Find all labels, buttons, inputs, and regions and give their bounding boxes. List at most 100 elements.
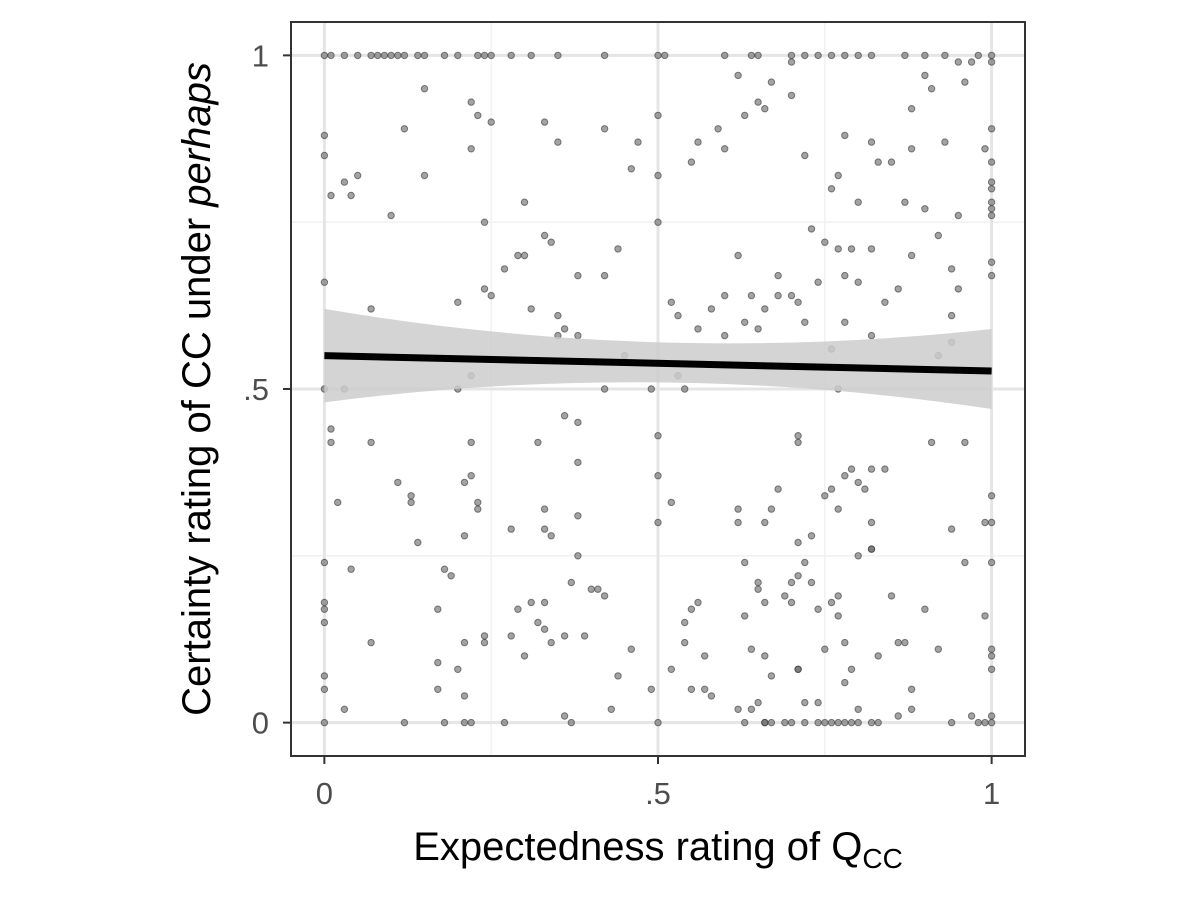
data-point bbox=[961, 438, 969, 447]
data-point bbox=[574, 552, 582, 560]
data-point bbox=[947, 525, 956, 533]
data-point bbox=[420, 171, 429, 180]
data-point bbox=[867, 138, 876, 146]
data-point bbox=[654, 432, 662, 440]
data-point bbox=[480, 51, 489, 60]
data-point bbox=[661, 51, 669, 60]
data-point bbox=[867, 545, 876, 553]
data-point bbox=[320, 598, 329, 607]
data-point bbox=[480, 285, 489, 293]
data-point bbox=[434, 605, 442, 613]
data-point bbox=[440, 718, 449, 727]
data-point bbox=[774, 485, 782, 493]
data-point bbox=[721, 331, 729, 340]
data-point bbox=[654, 51, 662, 60]
data-point bbox=[467, 718, 475, 727]
data-point bbox=[847, 245, 856, 253]
data-point bbox=[801, 698, 809, 707]
data-point bbox=[867, 718, 876, 727]
data-point bbox=[667, 498, 675, 507]
data-point bbox=[681, 618, 689, 627]
data-point bbox=[881, 465, 889, 473]
data-point bbox=[387, 51, 395, 60]
data-point bbox=[560, 325, 569, 333]
data-point bbox=[547, 532, 555, 540]
data-point bbox=[814, 51, 822, 60]
data-point bbox=[714, 125, 722, 133]
data-point bbox=[774, 291, 782, 300]
data-point bbox=[854, 278, 862, 286]
data-point bbox=[574, 331, 582, 340]
data-point bbox=[841, 472, 849, 480]
data-point bbox=[320, 685, 329, 693]
data-point bbox=[987, 258, 996, 266]
data-point bbox=[887, 592, 896, 600]
data-point bbox=[987, 198, 996, 206]
data-point bbox=[807, 578, 816, 587]
data-point bbox=[454, 51, 462, 60]
confidence-band bbox=[324, 308, 992, 410]
data-point bbox=[540, 118, 549, 126]
data-point bbox=[480, 638, 489, 647]
data-point bbox=[981, 718, 989, 727]
data-point bbox=[527, 305, 535, 313]
data-point bbox=[841, 131, 849, 140]
data-point bbox=[414, 51, 422, 60]
data-point bbox=[500, 265, 509, 273]
data-point bbox=[347, 565, 355, 573]
data-point bbox=[347, 191, 355, 200]
data-point bbox=[907, 105, 916, 113]
data-point bbox=[407, 498, 415, 507]
data-point bbox=[987, 178, 996, 186]
x-axis-title-text: Expectedness rating of Q bbox=[413, 825, 862, 869]
data-point bbox=[400, 125, 409, 133]
data-point bbox=[367, 438, 375, 447]
data-point bbox=[487, 291, 495, 300]
data-point bbox=[594, 585, 602, 593]
data-point bbox=[787, 718, 796, 727]
y-axis-title-emphasis: perhaps bbox=[175, 62, 219, 208]
data-point bbox=[600, 592, 609, 600]
x-tick-label: 1 bbox=[983, 776, 1000, 811]
data-point bbox=[634, 138, 642, 146]
data-point bbox=[540, 598, 549, 607]
data-point bbox=[327, 438, 335, 447]
data-point bbox=[340, 51, 349, 60]
data-point bbox=[767, 718, 776, 727]
data-point bbox=[487, 118, 495, 126]
data-point bbox=[547, 238, 555, 246]
data-point bbox=[440, 565, 449, 573]
data-point bbox=[667, 298, 675, 306]
data-point bbox=[420, 85, 429, 93]
data-point bbox=[434, 658, 442, 667]
data-point bbox=[687, 685, 696, 693]
data-point bbox=[354, 51, 362, 60]
data-point bbox=[974, 718, 982, 727]
data-point bbox=[434, 685, 442, 693]
data-point bbox=[340, 178, 349, 186]
data-point bbox=[367, 638, 375, 647]
data-point bbox=[741, 612, 749, 620]
data-point bbox=[967, 58, 976, 66]
data-point bbox=[861, 485, 869, 493]
data-point bbox=[794, 665, 802, 673]
data-point bbox=[947, 311, 956, 320]
data-point bbox=[867, 331, 876, 340]
data-point bbox=[787, 291, 796, 300]
x-axis-title: Expectedness rating of QCC bbox=[413, 825, 903, 874]
data-point bbox=[600, 385, 609, 393]
data-point bbox=[987, 558, 996, 567]
data-point bbox=[907, 145, 916, 153]
data-point bbox=[741, 111, 749, 120]
data-point bbox=[694, 325, 702, 333]
data-point bbox=[761, 518, 769, 527]
data-point bbox=[694, 138, 702, 146]
data-point bbox=[814, 698, 822, 707]
data-point bbox=[734, 705, 742, 713]
data-point bbox=[854, 552, 862, 560]
data-point bbox=[927, 438, 936, 447]
data-point bbox=[567, 718, 575, 727]
data-point bbox=[574, 271, 582, 280]
data-point bbox=[687, 158, 696, 166]
